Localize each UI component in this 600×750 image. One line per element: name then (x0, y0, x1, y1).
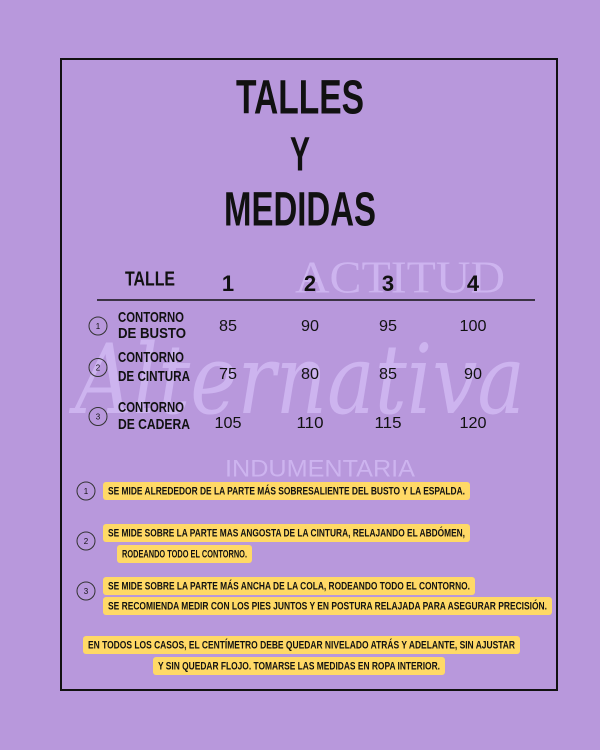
table-header: TALLE (125, 268, 175, 290)
highlight (153, 657, 445, 675)
marker-circle (88, 358, 108, 377)
row-label: DE CINTURA (118, 368, 190, 385)
note-text: SE MIDE ALREDEDOR DE LA PARTE MÁS SOBRES… (108, 484, 465, 497)
marker-circle (76, 531, 96, 551)
watermark-text: Alternativa (68, 324, 525, 436)
cell-value: 85 (379, 366, 397, 383)
note-text: SE RECOMIENDA MEDIR CON LOS PIES JUNTOS … (108, 599, 547, 612)
watermark-text: INDUMENTARIA (225, 455, 415, 482)
highlight (103, 577, 475, 595)
marker-number: 3 (96, 413, 101, 422)
note-text: RODEANDO TODO EL CONTORNO. (122, 548, 247, 560)
highlight (83, 636, 520, 654)
cell-value: 85 (219, 318, 237, 335)
frame (60, 58, 558, 691)
cell-value: 100 (460, 318, 487, 335)
marker-number: 2 (84, 537, 89, 546)
marker-circle (88, 316, 108, 336)
marker-number: 3 (84, 587, 89, 596)
title-line: TALLES (236, 72, 364, 125)
title-line: MEDIDAS (224, 184, 376, 237)
note-text: SE MIDE SOBRE LA PARTE MAS ANGOSTA DE LA… (108, 526, 465, 539)
marker-number: 1 (84, 487, 89, 496)
cell-value: 95 (379, 318, 397, 335)
cell-value: 110 (297, 415, 324, 432)
table-header: 4 (467, 271, 480, 296)
marker-circle (76, 481, 96, 501)
highlight (103, 597, 552, 615)
highlight (103, 482, 470, 500)
cell-value: 75 (219, 366, 237, 383)
row-label: CONTORNO (118, 309, 184, 326)
highlight (117, 545, 252, 563)
watermark-text: ACTITUD (295, 252, 505, 303)
cell-value: 115 (375, 415, 402, 432)
row-label: DE BUSTO (118, 325, 186, 342)
highlight (103, 524, 470, 542)
marker-number: 1 (96, 322, 101, 331)
marker-circle (76, 581, 96, 601)
table-header: 3 (382, 271, 394, 296)
note-text: SE MIDE SOBRE LA PARTE MÁS ANCHA DE LA C… (108, 579, 470, 592)
row-label: CONTORNO (118, 349, 184, 366)
title-line: Y (290, 129, 310, 182)
cell-value: 105 (215, 415, 242, 432)
cell-value: 90 (464, 366, 482, 383)
marker-circle (88, 407, 108, 426)
cell-value: 120 (460, 415, 487, 432)
footer-text: Y SIN QUEDAR FLOJO. TOMARSE LAS MEDIDAS … (158, 660, 440, 672)
table-header: 1 (222, 271, 234, 296)
cell-value: 90 (301, 318, 319, 335)
row-label: DE CADERA (118, 416, 190, 433)
footer-text: EN TODOS LOS CASOS, EL CENTÍMETRO DEBE Q… (88, 638, 515, 651)
row-label: CONTORNO (118, 399, 184, 416)
marker-number: 2 (96, 364, 101, 373)
cell-value: 80 (301, 366, 319, 383)
table-header: 2 (304, 271, 316, 296)
